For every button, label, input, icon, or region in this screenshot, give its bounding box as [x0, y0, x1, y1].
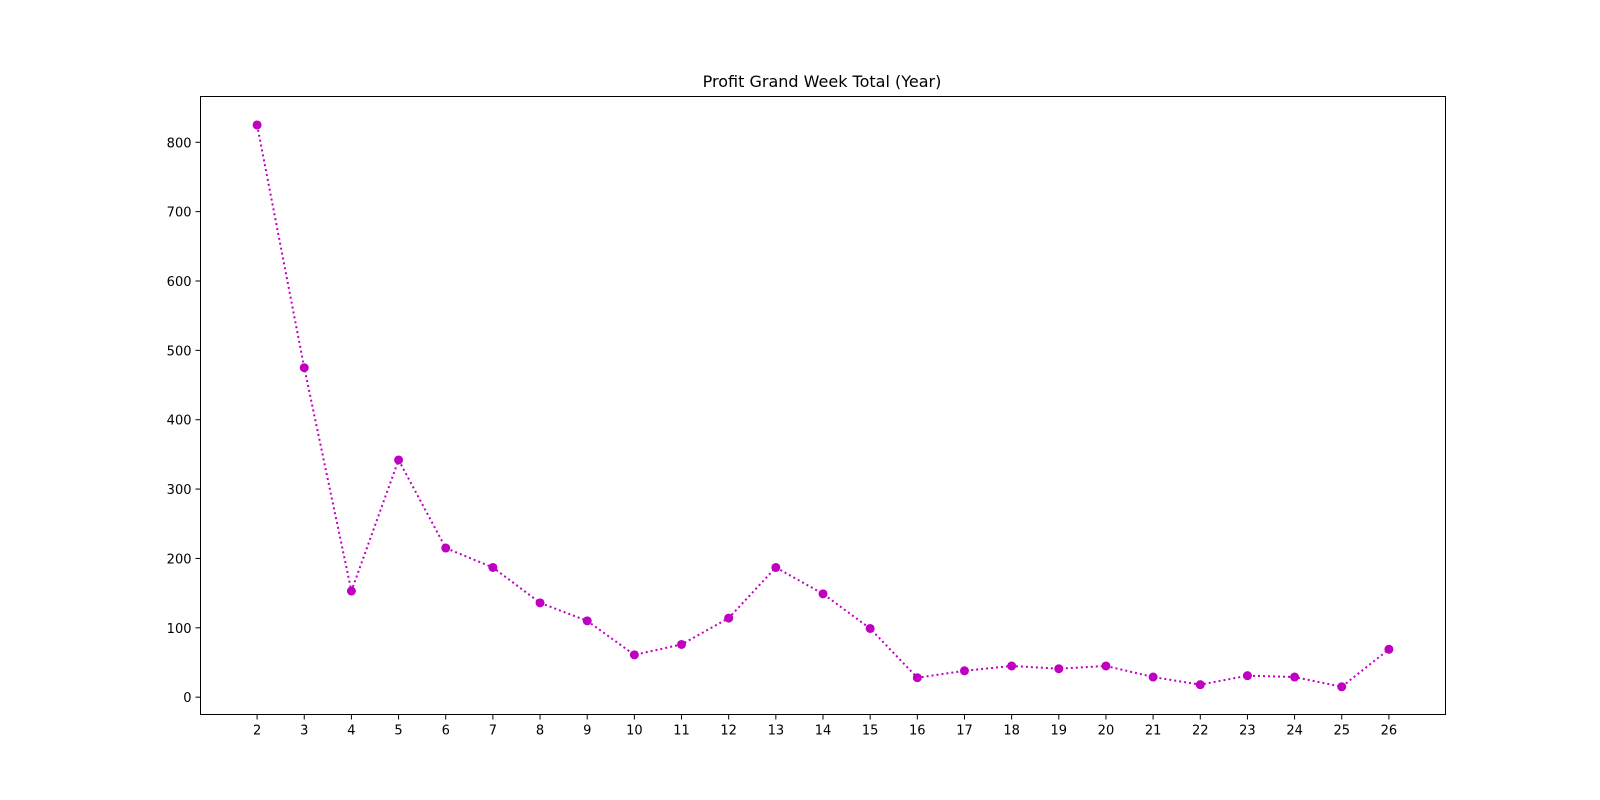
data-point: [865, 623, 875, 633]
x-tick-label: 15: [862, 724, 879, 739]
y-tick-label: 800: [167, 136, 192, 151]
data-point: [1337, 682, 1347, 692]
x-tick-label: 9: [583, 724, 591, 739]
data-point: [818, 589, 828, 599]
data-points: [252, 120, 1394, 692]
data-point: [1101, 661, 1111, 671]
data-point: [394, 455, 404, 465]
data-point: [488, 562, 498, 572]
x-tick-label: 24: [1286, 724, 1303, 739]
data-point: [582, 616, 592, 626]
data-point: [724, 613, 734, 623]
x-tick-label: 3: [300, 724, 308, 739]
x-tick-label: 17: [956, 724, 973, 739]
x-tick-label: 13: [768, 724, 785, 739]
x-tick-label: 19: [1051, 724, 1068, 739]
x-tick-label: 2: [253, 724, 261, 739]
x-tick-label: 4: [347, 724, 355, 739]
x-tick-label: 16: [909, 724, 926, 739]
x-tick-label: 6: [442, 724, 450, 739]
data-point: [959, 666, 969, 676]
x-tick-label: 22: [1192, 724, 1209, 739]
x-axis: 2 3 4 5 6 7 8 9 10 11 12 13 14 15 16 17 18 19 20 21 22 23 24 25…: [253, 714, 1398, 739]
y-tick-label: 400: [167, 414, 192, 429]
x-tick-label: 11: [673, 724, 690, 739]
data-point: [535, 598, 545, 608]
x-tick-label: 5: [394, 724, 402, 739]
x-tick-label: 7: [489, 724, 497, 739]
x-tick-label: 8: [536, 724, 544, 739]
x-tick-label: 14: [815, 724, 832, 739]
chart-title: Profit Grand Week Total (Year): [703, 72, 942, 91]
series-line: [256, 124, 1390, 688]
x-tick-label: 20: [1098, 724, 1115, 739]
data-point: [346, 586, 356, 596]
data-point: [912, 673, 922, 683]
x-tick-label: 23: [1239, 724, 1256, 739]
y-axis: 0 100 200 300 400 500 600 700 800: [167, 136, 201, 706]
data-point: [771, 562, 781, 572]
y-tick-label: 700: [167, 206, 192, 221]
x-tick-label: 18: [1003, 724, 1020, 739]
y-tick-label: 200: [167, 552, 192, 567]
data-point: [1148, 672, 1158, 682]
x-tick-label: 26: [1381, 724, 1398, 739]
data-point: [1054, 664, 1064, 674]
y-tick-label: 0: [183, 691, 191, 706]
x-tick-label: 10: [626, 724, 643, 739]
data-point: [677, 639, 687, 649]
data-point: [1007, 661, 1017, 671]
y-tick-label: 600: [167, 275, 192, 290]
data-point: [1242, 671, 1252, 681]
y-tick-label: 500: [167, 344, 192, 359]
x-tick-label: 25: [1333, 724, 1350, 739]
x-tick-label: 12: [720, 724, 737, 739]
data-point: [441, 543, 451, 553]
data-point: [1195, 680, 1205, 690]
data-point: [629, 650, 639, 660]
y-tick-label: 100: [167, 622, 192, 637]
plot-frame: [200, 96, 1446, 715]
data-point: [299, 363, 309, 373]
data-point: [252, 120, 262, 130]
data-point: [1290, 672, 1300, 682]
x-tick-label: 21: [1145, 724, 1162, 739]
y-tick-label: 300: [167, 483, 192, 498]
data-point: [1384, 644, 1394, 654]
